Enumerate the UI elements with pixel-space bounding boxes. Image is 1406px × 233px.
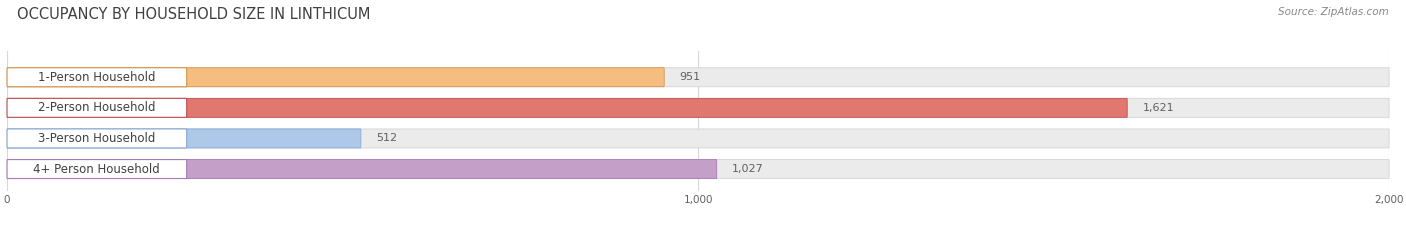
FancyBboxPatch shape	[7, 129, 361, 148]
Text: 512: 512	[375, 134, 396, 144]
FancyBboxPatch shape	[7, 98, 187, 117]
Text: Source: ZipAtlas.com: Source: ZipAtlas.com	[1278, 7, 1389, 17]
FancyBboxPatch shape	[7, 129, 1389, 148]
FancyBboxPatch shape	[7, 68, 1389, 87]
Text: 4+ Person Household: 4+ Person Household	[34, 163, 160, 175]
FancyBboxPatch shape	[7, 129, 187, 148]
FancyBboxPatch shape	[7, 160, 187, 178]
Text: 3-Person Household: 3-Person Household	[38, 132, 156, 145]
Text: OCCUPANCY BY HOUSEHOLD SIZE IN LINTHICUM: OCCUPANCY BY HOUSEHOLD SIZE IN LINTHICUM	[17, 7, 370, 22]
Text: 951: 951	[679, 72, 700, 82]
FancyBboxPatch shape	[7, 68, 187, 87]
Text: 1,621: 1,621	[1143, 103, 1174, 113]
Text: 1,027: 1,027	[733, 164, 763, 174]
FancyBboxPatch shape	[7, 98, 1128, 117]
FancyBboxPatch shape	[7, 160, 1389, 178]
Text: 1-Person Household: 1-Person Household	[38, 71, 156, 84]
FancyBboxPatch shape	[7, 98, 1389, 117]
FancyBboxPatch shape	[7, 68, 664, 87]
FancyBboxPatch shape	[7, 160, 717, 178]
Text: 2-Person Household: 2-Person Household	[38, 101, 156, 114]
